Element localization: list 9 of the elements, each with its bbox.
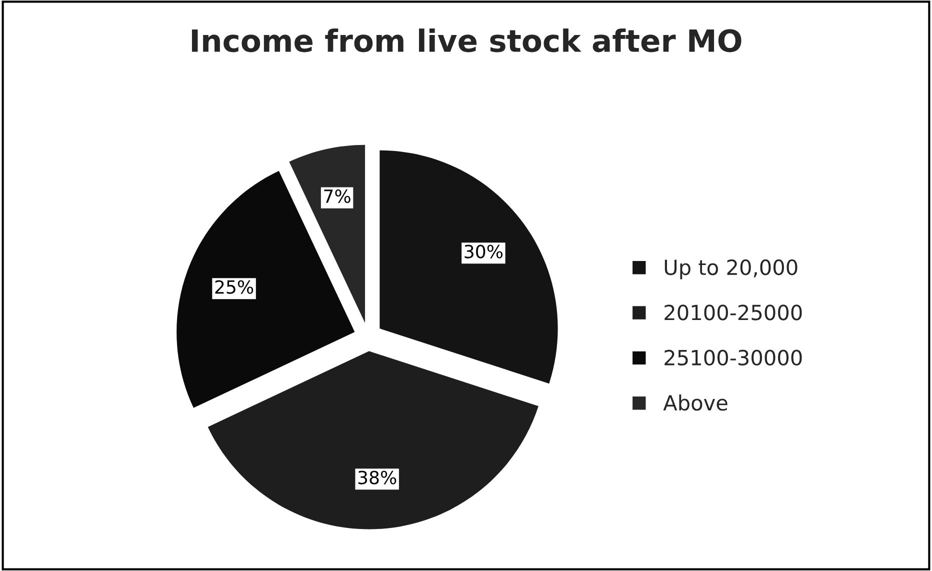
data-label: 7%: [324, 189, 350, 204]
chart-title: Income from live stock after MO: [192, 28, 742, 52]
data-label: 30%: [464, 244, 503, 258]
data-label: 25%: [215, 280, 254, 294]
legend-label: 20100-25000: [664, 304, 802, 320]
legend-label: Above: [663, 394, 728, 411]
legend-label: 25100-30000: [664, 350, 802, 366]
legend-label: Up to 20,000: [664, 259, 798, 280]
data-label: 38%: [358, 470, 396, 484]
